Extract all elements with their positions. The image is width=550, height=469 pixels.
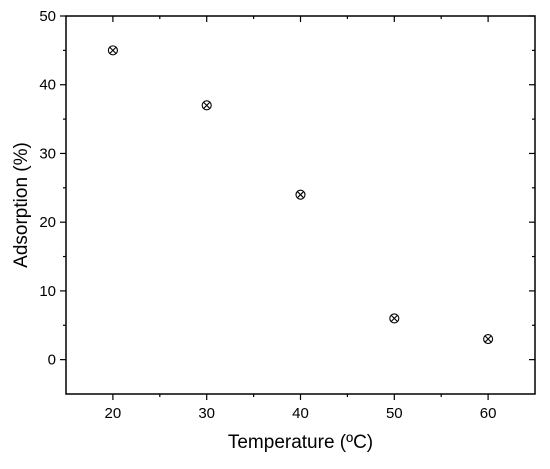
y-tick-label: 0: [48, 352, 56, 369]
x-tick-label: 60: [480, 405, 497, 422]
plot-border: [65, 15, 536, 395]
x-axis-ticks: 20 30 40 50 60: [105, 16, 497, 422]
y-tick-label: 20: [39, 214, 56, 231]
plot-frame: [65, 15, 536, 395]
x-tick-label: 20: [105, 405, 122, 422]
data-point: [295, 189, 306, 200]
data-point: [201, 100, 212, 111]
y-axis-title: Adsorption (%): [11, 142, 32, 268]
y-axis-ticks: 0 10 20 30 40 50: [39, 8, 535, 369]
y-tick-label: 40: [39, 77, 56, 94]
x-tick-label: 30: [198, 405, 215, 422]
data-point: [389, 313, 400, 324]
y-tick-label: 30: [39, 145, 56, 162]
x-tick-label: 50: [386, 405, 403, 422]
data-point: [483, 333, 494, 345]
x-tick-label: 40: [292, 405, 309, 422]
x-axis-title: Temperature (ºC): [228, 432, 373, 453]
data-points: [107, 45, 494, 345]
data-point: [107, 45, 118, 56]
y-tick-label: 50: [39, 8, 56, 25]
y-tick-label: 10: [39, 283, 56, 300]
